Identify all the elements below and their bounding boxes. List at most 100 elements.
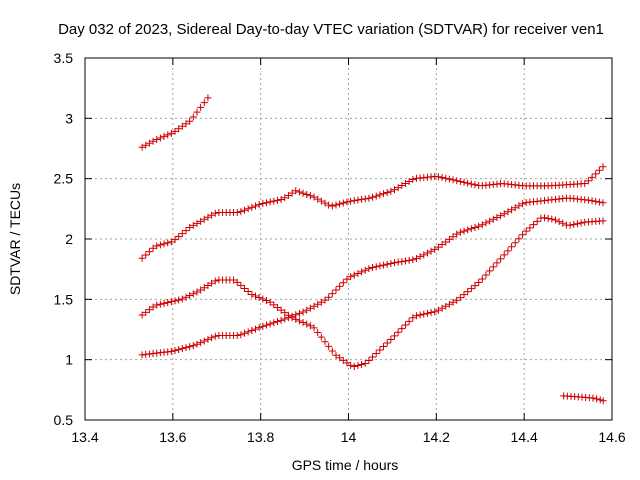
data-point <box>204 94 212 102</box>
data-point <box>391 332 399 340</box>
data-point <box>376 191 384 199</box>
data-point <box>241 284 249 292</box>
data-point <box>405 178 413 186</box>
data-point <box>387 187 395 195</box>
data-point <box>445 300 453 308</box>
data-point <box>460 178 468 186</box>
data-point <box>251 292 259 300</box>
data-point <box>237 208 245 216</box>
data-point <box>445 235 453 243</box>
data-point <box>273 318 281 326</box>
data-point <box>145 139 153 147</box>
data-point <box>471 223 479 231</box>
data-point <box>266 298 274 306</box>
data-point <box>288 189 296 197</box>
data-point <box>467 225 475 233</box>
data-point <box>204 335 212 343</box>
data-point <box>376 346 384 354</box>
data-point <box>336 200 344 208</box>
data-point <box>189 113 197 121</box>
data-point <box>497 255 505 263</box>
data-point <box>401 257 409 265</box>
data-point <box>559 219 567 227</box>
data-point <box>387 259 395 267</box>
x-tick-label: 14.2 <box>423 429 450 445</box>
data-point <box>391 259 399 267</box>
data-point <box>438 304 446 312</box>
data-point <box>588 197 596 205</box>
data-point <box>442 238 450 246</box>
data-point <box>197 103 205 111</box>
data-point <box>380 261 388 269</box>
data-point <box>584 177 592 185</box>
data-point <box>281 309 289 317</box>
data-point <box>387 335 395 343</box>
data-point <box>383 188 391 196</box>
data-point <box>175 233 183 241</box>
data-point <box>204 281 212 289</box>
data-point <box>321 199 329 207</box>
data-point <box>409 176 417 184</box>
data-point <box>273 196 281 204</box>
data-point <box>475 279 483 287</box>
grid <box>85 58 612 420</box>
series-track-d <box>138 194 607 359</box>
data-point <box>383 260 391 268</box>
data-point <box>361 360 369 368</box>
data-point <box>325 342 333 350</box>
y-tick-label: 2 <box>65 231 73 247</box>
data-point <box>336 282 344 290</box>
data-point <box>438 241 446 249</box>
data-points <box>138 94 607 405</box>
data-point <box>186 117 194 125</box>
data-point <box>354 269 362 277</box>
data-point <box>343 198 351 206</box>
data-point <box>262 199 270 207</box>
data-point <box>200 99 208 107</box>
chart-title: Day 032 of 2023, Sidereal Day-to-day VTE… <box>58 21 604 38</box>
data-point <box>233 278 241 286</box>
data-point <box>508 206 516 214</box>
data-point <box>493 213 501 221</box>
data-point <box>310 324 318 332</box>
data-point <box>365 265 373 273</box>
data-point <box>306 304 314 312</box>
data-point <box>138 143 146 151</box>
data-point <box>175 125 183 133</box>
data-point <box>592 170 600 178</box>
data-point <box>325 201 333 209</box>
data-point <box>303 190 311 198</box>
data-point <box>321 296 329 304</box>
data-point <box>306 322 314 330</box>
data-point <box>423 249 431 257</box>
data-point <box>262 321 270 329</box>
data-point <box>489 215 497 223</box>
data-point <box>365 357 373 365</box>
data-point <box>303 320 311 328</box>
series-track-a <box>138 94 212 151</box>
data-point <box>259 295 267 303</box>
data-point <box>142 141 150 149</box>
data-point <box>339 279 347 287</box>
data-point <box>398 325 406 333</box>
data-point <box>500 251 508 259</box>
data-point <box>241 329 249 337</box>
data-point <box>453 296 461 304</box>
data-point <box>416 253 424 261</box>
data-point <box>321 338 329 346</box>
data-point <box>530 221 538 229</box>
data-point <box>167 238 175 246</box>
data-point <box>156 241 164 249</box>
data-point <box>589 394 597 402</box>
data-point <box>361 195 369 203</box>
data-point <box>347 197 355 205</box>
data-point <box>299 189 307 197</box>
data-point <box>175 346 183 354</box>
data-point <box>233 208 241 216</box>
data-point <box>471 282 479 290</box>
data-point <box>328 202 336 210</box>
data-point <box>200 284 208 292</box>
data-point <box>314 300 322 308</box>
data-point <box>193 108 201 116</box>
data-point <box>486 267 494 275</box>
